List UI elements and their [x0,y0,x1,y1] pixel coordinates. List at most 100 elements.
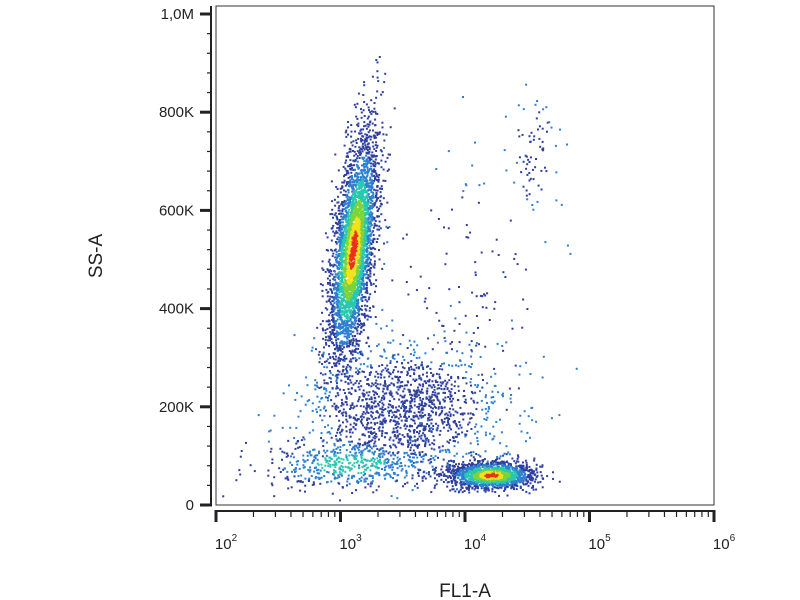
data-point [427,413,430,415]
data-point [518,156,521,159]
data-point [350,217,353,220]
data-point [304,490,306,493]
data-point [303,438,306,441]
data-point [366,206,369,209]
data-point [382,387,385,390]
data-point [334,292,336,295]
data-point [339,306,342,309]
data-point [323,405,326,408]
data-point [361,300,364,302]
data-point [357,369,359,372]
data-point [448,441,450,444]
data-point [419,422,422,424]
data-point [319,323,322,326]
data-point [416,439,419,442]
data-point [348,271,351,274]
data-point [370,410,373,413]
data-point [352,330,355,333]
data-point [346,261,349,264]
data-point [370,366,373,369]
data-point [447,422,450,425]
data-point [410,393,413,396]
data-point [382,419,385,422]
data-point [502,395,504,398]
data-point [484,450,487,453]
data-point [369,275,372,278]
data-point [339,353,341,356]
data-point [374,437,377,440]
data-point [422,373,424,376]
data-point [389,373,392,376]
data-point [380,399,383,402]
data-point [336,227,339,230]
data-point [343,214,346,217]
data-point [358,446,361,448]
data-point [322,407,325,410]
data-point [359,281,362,284]
data-point [367,182,370,185]
data-point [393,354,396,357]
data-point [311,402,314,405]
data-point [352,293,355,296]
data-point [453,445,456,448]
data-point [358,262,361,265]
data-point [384,477,386,480]
data-point [475,423,478,426]
data-point [355,206,358,209]
data-point [314,379,317,382]
data-point [517,387,520,390]
data-point [376,131,379,134]
data-point [416,456,419,459]
data-point [325,454,328,457]
data-point [388,392,391,395]
data-point [351,353,354,356]
data-point [325,341,327,344]
data-point [362,94,365,96]
data-point [357,215,360,218]
data-point [368,109,370,112]
data-point [381,468,383,470]
data-point [348,360,351,363]
data-point [360,176,363,179]
data-point [519,414,522,417]
data-point [529,156,532,159]
data-point [403,435,406,438]
data-point [371,462,374,465]
data-point [357,306,360,309]
data-point [368,398,371,401]
data-point [367,227,370,229]
data-point [517,129,520,132]
data-point [365,398,368,400]
data-point [390,409,393,412]
data-point [452,440,455,442]
data-point [337,394,340,397]
data-point [290,455,292,458]
data-point [363,121,366,124]
data-point [435,372,438,375]
data-point [400,371,403,374]
data-point [356,204,359,207]
data-point [377,416,380,419]
data-point [496,342,499,345]
data-point [457,385,460,388]
data-point [407,445,409,448]
data-point [546,121,549,124]
data-point [410,436,413,439]
data-point [384,383,387,386]
data-point [328,370,331,372]
data-point [339,224,341,227]
data-point [346,257,349,260]
data-point [413,351,416,354]
data-point [370,179,373,182]
data-point [326,358,329,361]
data-point [340,373,343,376]
data-point [352,252,355,255]
data-point [339,388,341,391]
data-point [367,265,370,268]
data-point [361,293,364,296]
data-point [433,385,436,388]
data-point [351,344,354,347]
data-point [363,165,366,168]
data-point [356,155,359,158]
data-point [409,439,412,442]
